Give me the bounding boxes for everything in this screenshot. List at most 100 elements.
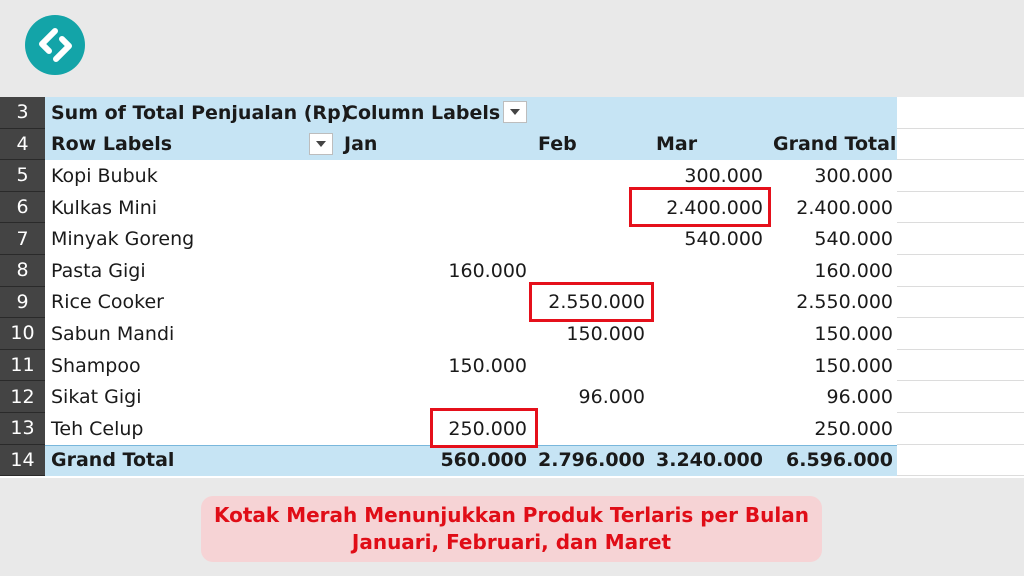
value-cell-grand-total[interactable]: 96.000 [826, 386, 893, 409]
value-cell-grand-total[interactable]: 2.550.000 [796, 291, 893, 314]
table-row: 11 Shampoo 150.000 150.000 [0, 349, 1024, 382]
spreadsheet: 3 Sum of Total Penjualan (Rp) Column Label… [0, 97, 1024, 478]
value-cell-jan[interactable]: 250.000 [448, 417, 527, 440]
column-header-jan[interactable]: Jan [344, 133, 378, 156]
value-cell-mar[interactable] [651, 350, 763, 382]
row-number[interactable]: 14 [0, 444, 45, 477]
row-cells: Shampoo 150.000 150.000 [45, 350, 1024, 382]
row-labels-header[interactable]: Row Labels [51, 133, 173, 156]
row-cells: Grand Total 560.000 2.796.000 3.240.000 6.59… [45, 444, 1024, 477]
gridline [897, 380, 1024, 382]
value-cell-feb[interactable]: 96.000 [578, 386, 645, 409]
row-number[interactable]: 3 [0, 97, 45, 129]
row-number[interactable]: 4 [0, 128, 45, 161]
value-cell-jan[interactable] [337, 160, 527, 192]
gridline [897, 411, 1024, 413]
grand-total-row: 14 Grand Total 560.000 2.796.000 3.240.000 6.… [0, 444, 1024, 477]
row-label-cell[interactable]: Minyak Goreng [51, 228, 195, 251]
table-row: 6 Kulkas Mini 2.400.000 2.400.000 [0, 191, 1024, 224]
column-labels-filter-dropdown[interactable] [503, 101, 527, 123]
value-cell-mar[interactable] [651, 318, 763, 350]
row-number[interactable]: 8 [0, 255, 45, 287]
value-cell-jan[interactable]: 150.000 [448, 354, 527, 377]
row-number[interactable]: 11 [0, 349, 45, 382]
row-cells: Kulkas Mini 2.400.000 2.400.000 [45, 192, 1024, 224]
value-cell-feb[interactable] [533, 223, 645, 255]
value-cell-mar[interactable] [651, 287, 763, 319]
value-cell-grand-total[interactable]: 150.000 [814, 354, 893, 377]
grand-total-mar[interactable]: 3.240.000 [656, 449, 763, 472]
brand-logo-icon [25, 15, 85, 75]
value-cell-grand-total[interactable]: 300.000 [814, 164, 893, 187]
highlight-box-kulkas-mini-mar [629, 186, 771, 227]
grand-total-feb[interactable]: 2.796.000 [538, 449, 645, 472]
row-label-cell[interactable]: Teh Celup [51, 417, 144, 440]
value-cell-mar[interactable] [651, 413, 763, 445]
value-cell-jan[interactable] [337, 287, 527, 319]
column-header-feb[interactable]: Feb [538, 133, 577, 156]
column-header-grand-total[interactable]: Grand Total [773, 133, 897, 156]
value-cell-jan[interactable] [337, 192, 527, 224]
gridline [897, 222, 1024, 224]
value-cell-grand-total[interactable]: 540.000 [814, 228, 893, 251]
table-row: 13 Teh Celup 250.000 250.000 [0, 413, 1024, 445]
gridline [897, 190, 1024, 192]
value-cell-grand-total[interactable]: 250.000 [814, 417, 893, 440]
row-cells: Sikat Gigi 96.000 96.000 [45, 381, 1024, 413]
value-cell-grand-total[interactable]: 2.400.000 [796, 196, 893, 219]
pivot-header-row: 3 Sum of Total Penjualan (Rp) Column Label… [0, 97, 1024, 129]
gridline [897, 159, 1024, 161]
table-row: 12 Sikat Gigi 96.000 96.000 [0, 381, 1024, 413]
row-labels-filter-dropdown[interactable] [309, 132, 333, 155]
pivot-column-header-row: 4 Row Labels Jan Feb Mar Grand Total [0, 128, 1024, 161]
row-cells: Sabun Mandi 150.000 150.000 [45, 318, 1024, 350]
row-label-cell[interactable]: Shampoo [51, 354, 141, 377]
column-labels-header[interactable]: Column Labels [344, 101, 501, 124]
row-label-cell[interactable]: Sikat Gigi [51, 386, 142, 409]
gridline [897, 317, 1024, 319]
value-cell-mar[interactable]: 300.000 [684, 164, 763, 187]
table-row: 7 Minyak Goreng 540.000 540.000 [0, 223, 1024, 255]
value-cell-jan[interactable] [337, 318, 527, 350]
value-field-label[interactable]: Sum of Total Penjualan (Rp) [51, 101, 350, 124]
value-cell-jan[interactable] [337, 223, 527, 255]
table-row: 9 Rice Cooker 2.550.000 2.550.000 [0, 286, 1024, 319]
value-cell-mar[interactable] [651, 381, 763, 413]
gridline [897, 475, 1024, 477]
row-number[interactable]: 7 [0, 223, 45, 255]
value-cell-mar[interactable]: 540.000 [684, 228, 763, 251]
row-cells: Row Labels Jan Feb Mar Grand Total [45, 128, 1024, 161]
value-cell-mar[interactable] [651, 255, 763, 287]
row-number[interactable]: 13 [0, 413, 45, 445]
gridline [897, 443, 1024, 445]
grand-total-label[interactable]: Grand Total [51, 449, 175, 472]
value-cell-jan[interactable]: 160.000 [448, 259, 527, 282]
gridline [897, 127, 1024, 129]
row-number[interactable]: 12 [0, 381, 45, 413]
value-cell-feb[interactable]: 2.550.000 [548, 291, 645, 314]
value-cell-feb[interactable]: 150.000 [566, 322, 645, 345]
value-cell-mar[interactable]: 2.400.000 [666, 196, 763, 219]
value-cell-grand-total[interactable]: 160.000 [814, 259, 893, 282]
value-cell-feb[interactable] [533, 413, 645, 445]
row-label-cell[interactable]: Rice Cooker [51, 291, 164, 314]
highlight-box-rice-cooker-feb [529, 281, 654, 322]
row-number[interactable]: 6 [0, 191, 45, 224]
table-row: 5 Kopi Bubuk 300.000 300.000 [0, 160, 1024, 192]
table-row: 8 Pasta Gigi 160.000 160.000 [0, 255, 1024, 287]
row-label-cell[interactable]: Kopi Bubuk [51, 164, 158, 187]
row-label-cell[interactable]: Pasta Gigi [51, 259, 146, 282]
value-cell-grand-total[interactable]: 150.000 [814, 322, 893, 345]
row-label-cell[interactable]: Sabun Mandi [51, 322, 175, 345]
row-number[interactable]: 5 [0, 160, 45, 192]
grand-total-jan[interactable]: 560.000 [440, 449, 527, 472]
column-header-mar[interactable]: Mar [656, 133, 698, 156]
value-cell-feb[interactable] [533, 350, 645, 382]
table-row: 10 Sabun Mandi 150.000 150.000 [0, 318, 1024, 350]
grand-total-grand-total[interactable]: 6.596.000 [786, 449, 893, 472]
caption-line-1: Kotak Merah Menunjukkan Produk Terlaris … [213, 503, 810, 527]
row-label-cell[interactable]: Kulkas Mini [51, 196, 158, 219]
row-number[interactable]: 9 [0, 286, 45, 319]
row-number[interactable]: 10 [0, 318, 45, 350]
row-cells: Sum of Total Penjualan (Rp) Column Labels [45, 97, 1024, 129]
